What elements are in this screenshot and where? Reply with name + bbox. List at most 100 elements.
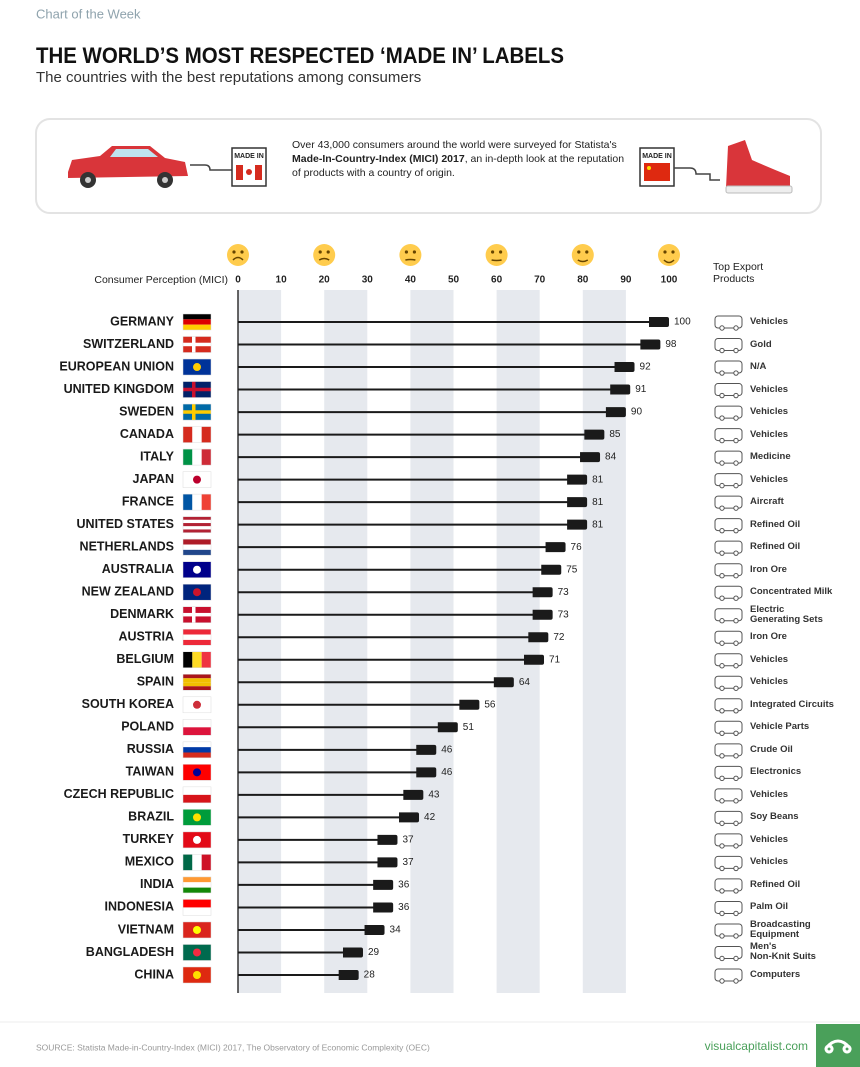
product-icon bbox=[714, 810, 743, 827]
icon-detail bbox=[733, 572, 739, 579]
icon-shape bbox=[714, 788, 743, 802]
icon-detail bbox=[719, 505, 725, 511]
product-label: Vehicles bbox=[750, 653, 789, 665]
product-label: Vehicle Parts bbox=[750, 721, 810, 733]
flag bbox=[182, 336, 212, 353]
icon-detail bbox=[733, 798, 739, 804]
grid-band bbox=[238, 290, 282, 993]
icon-shape bbox=[714, 720, 743, 734]
flag-border bbox=[182, 358, 212, 376]
value-label: 73 bbox=[558, 587, 570, 598]
product-icon bbox=[714, 698, 743, 714]
flag bbox=[182, 628, 212, 646]
flag-stripe bbox=[183, 523, 211, 527]
flag-emblem bbox=[193, 565, 201, 574]
bar bbox=[238, 767, 437, 778]
icon-detail bbox=[719, 325, 725, 331]
flag-border bbox=[182, 741, 212, 759]
flag-stripe bbox=[183, 544, 211, 550]
product-icon bbox=[714, 675, 743, 691]
value-label: 42 bbox=[424, 812, 436, 823]
product-label: Vehicles bbox=[750, 676, 789, 688]
eye bbox=[671, 250, 675, 254]
product-label: Gold bbox=[750, 338, 772, 350]
product-icon bbox=[714, 383, 743, 399]
flag-border bbox=[182, 448, 212, 466]
flag-border bbox=[182, 606, 212, 623]
flag-border bbox=[182, 471, 212, 488]
face bbox=[399, 244, 422, 266]
product-icon bbox=[714, 338, 743, 354]
eye bbox=[318, 250, 322, 254]
category-label: JAPAN bbox=[133, 472, 174, 486]
x-tick-label: 0 bbox=[235, 275, 241, 286]
icon-detail bbox=[733, 618, 739, 624]
flag-stripe bbox=[183, 314, 211, 320]
flag-stripe bbox=[201, 494, 211, 511]
flag bbox=[182, 741, 212, 759]
flag-stripe bbox=[183, 539, 211, 545]
category-label: SOUTH KOREA bbox=[82, 697, 174, 711]
flag-border bbox=[182, 831, 212, 849]
product-label: Vehicles bbox=[750, 833, 789, 845]
eye bbox=[491, 250, 495, 254]
flag bbox=[182, 786, 212, 804]
emoji-face bbox=[571, 244, 594, 266]
flag-stripe bbox=[201, 449, 211, 466]
icon-detail bbox=[719, 663, 725, 669]
product-label: Vehicles bbox=[750, 406, 789, 418]
flag-stripe bbox=[183, 651, 193, 668]
flag bbox=[182, 696, 212, 714]
flag-border bbox=[182, 516, 212, 533]
icon-detail bbox=[733, 708, 739, 714]
flag bbox=[182, 876, 212, 894]
icon-shape bbox=[714, 608, 743, 622]
flag-border bbox=[182, 966, 212, 984]
flag-border bbox=[182, 764, 212, 781]
product-icon bbox=[714, 405, 743, 421]
value-label: 92 bbox=[640, 362, 652, 373]
bar bbox=[238, 834, 398, 845]
icon-detail bbox=[719, 843, 725, 849]
bar bbox=[238, 407, 626, 418]
flag-stripe bbox=[183, 887, 211, 893]
value-label: 51 bbox=[463, 722, 475, 733]
flag-emblem bbox=[193, 813, 201, 822]
category-label: AUSTRALIA bbox=[102, 562, 174, 576]
product-icon bbox=[714, 945, 743, 962]
flag-border bbox=[182, 313, 212, 331]
category-label: SWITZERLAND bbox=[83, 337, 174, 351]
icon-detail bbox=[733, 888, 739, 894]
category-label: UNITED KINGDOM bbox=[64, 382, 174, 396]
icon-detail bbox=[733, 865, 739, 872]
icon-detail bbox=[719, 865, 725, 872]
icon-detail bbox=[733, 978, 739, 984]
icon-detail bbox=[719, 775, 725, 782]
icon-detail bbox=[719, 978, 725, 984]
product-label: Crude Oil bbox=[750, 743, 793, 755]
icon-detail bbox=[733, 392, 739, 399]
flag-stripe bbox=[183, 686, 211, 691]
eye bbox=[499, 250, 503, 254]
x-axis-label: Consumer Perception (MICI) bbox=[94, 274, 228, 286]
icon-detail bbox=[719, 820, 725, 827]
intro-text: Over 43,000 consumers around the world w… bbox=[292, 138, 632, 180]
icon-detail bbox=[719, 370, 725, 376]
icon-shape bbox=[714, 383, 743, 397]
product-label: Iron Ore bbox=[750, 631, 787, 643]
bar bbox=[238, 587, 553, 598]
flag bbox=[182, 583, 212, 601]
icon-detail bbox=[733, 325, 739, 331]
bar bbox=[238, 744, 437, 755]
flag-stripe bbox=[201, 854, 211, 871]
icon-detail bbox=[719, 527, 725, 534]
flag bbox=[182, 831, 212, 849]
x-tick-label: 40 bbox=[405, 275, 417, 286]
flag-stripe bbox=[183, 674, 211, 679]
bar bbox=[238, 902, 394, 913]
flag-border bbox=[182, 719, 212, 736]
flag-stripe bbox=[201, 651, 211, 668]
icon-shape bbox=[714, 945, 743, 959]
flag-stripe bbox=[183, 727, 211, 736]
value-label: 81 bbox=[592, 519, 604, 530]
